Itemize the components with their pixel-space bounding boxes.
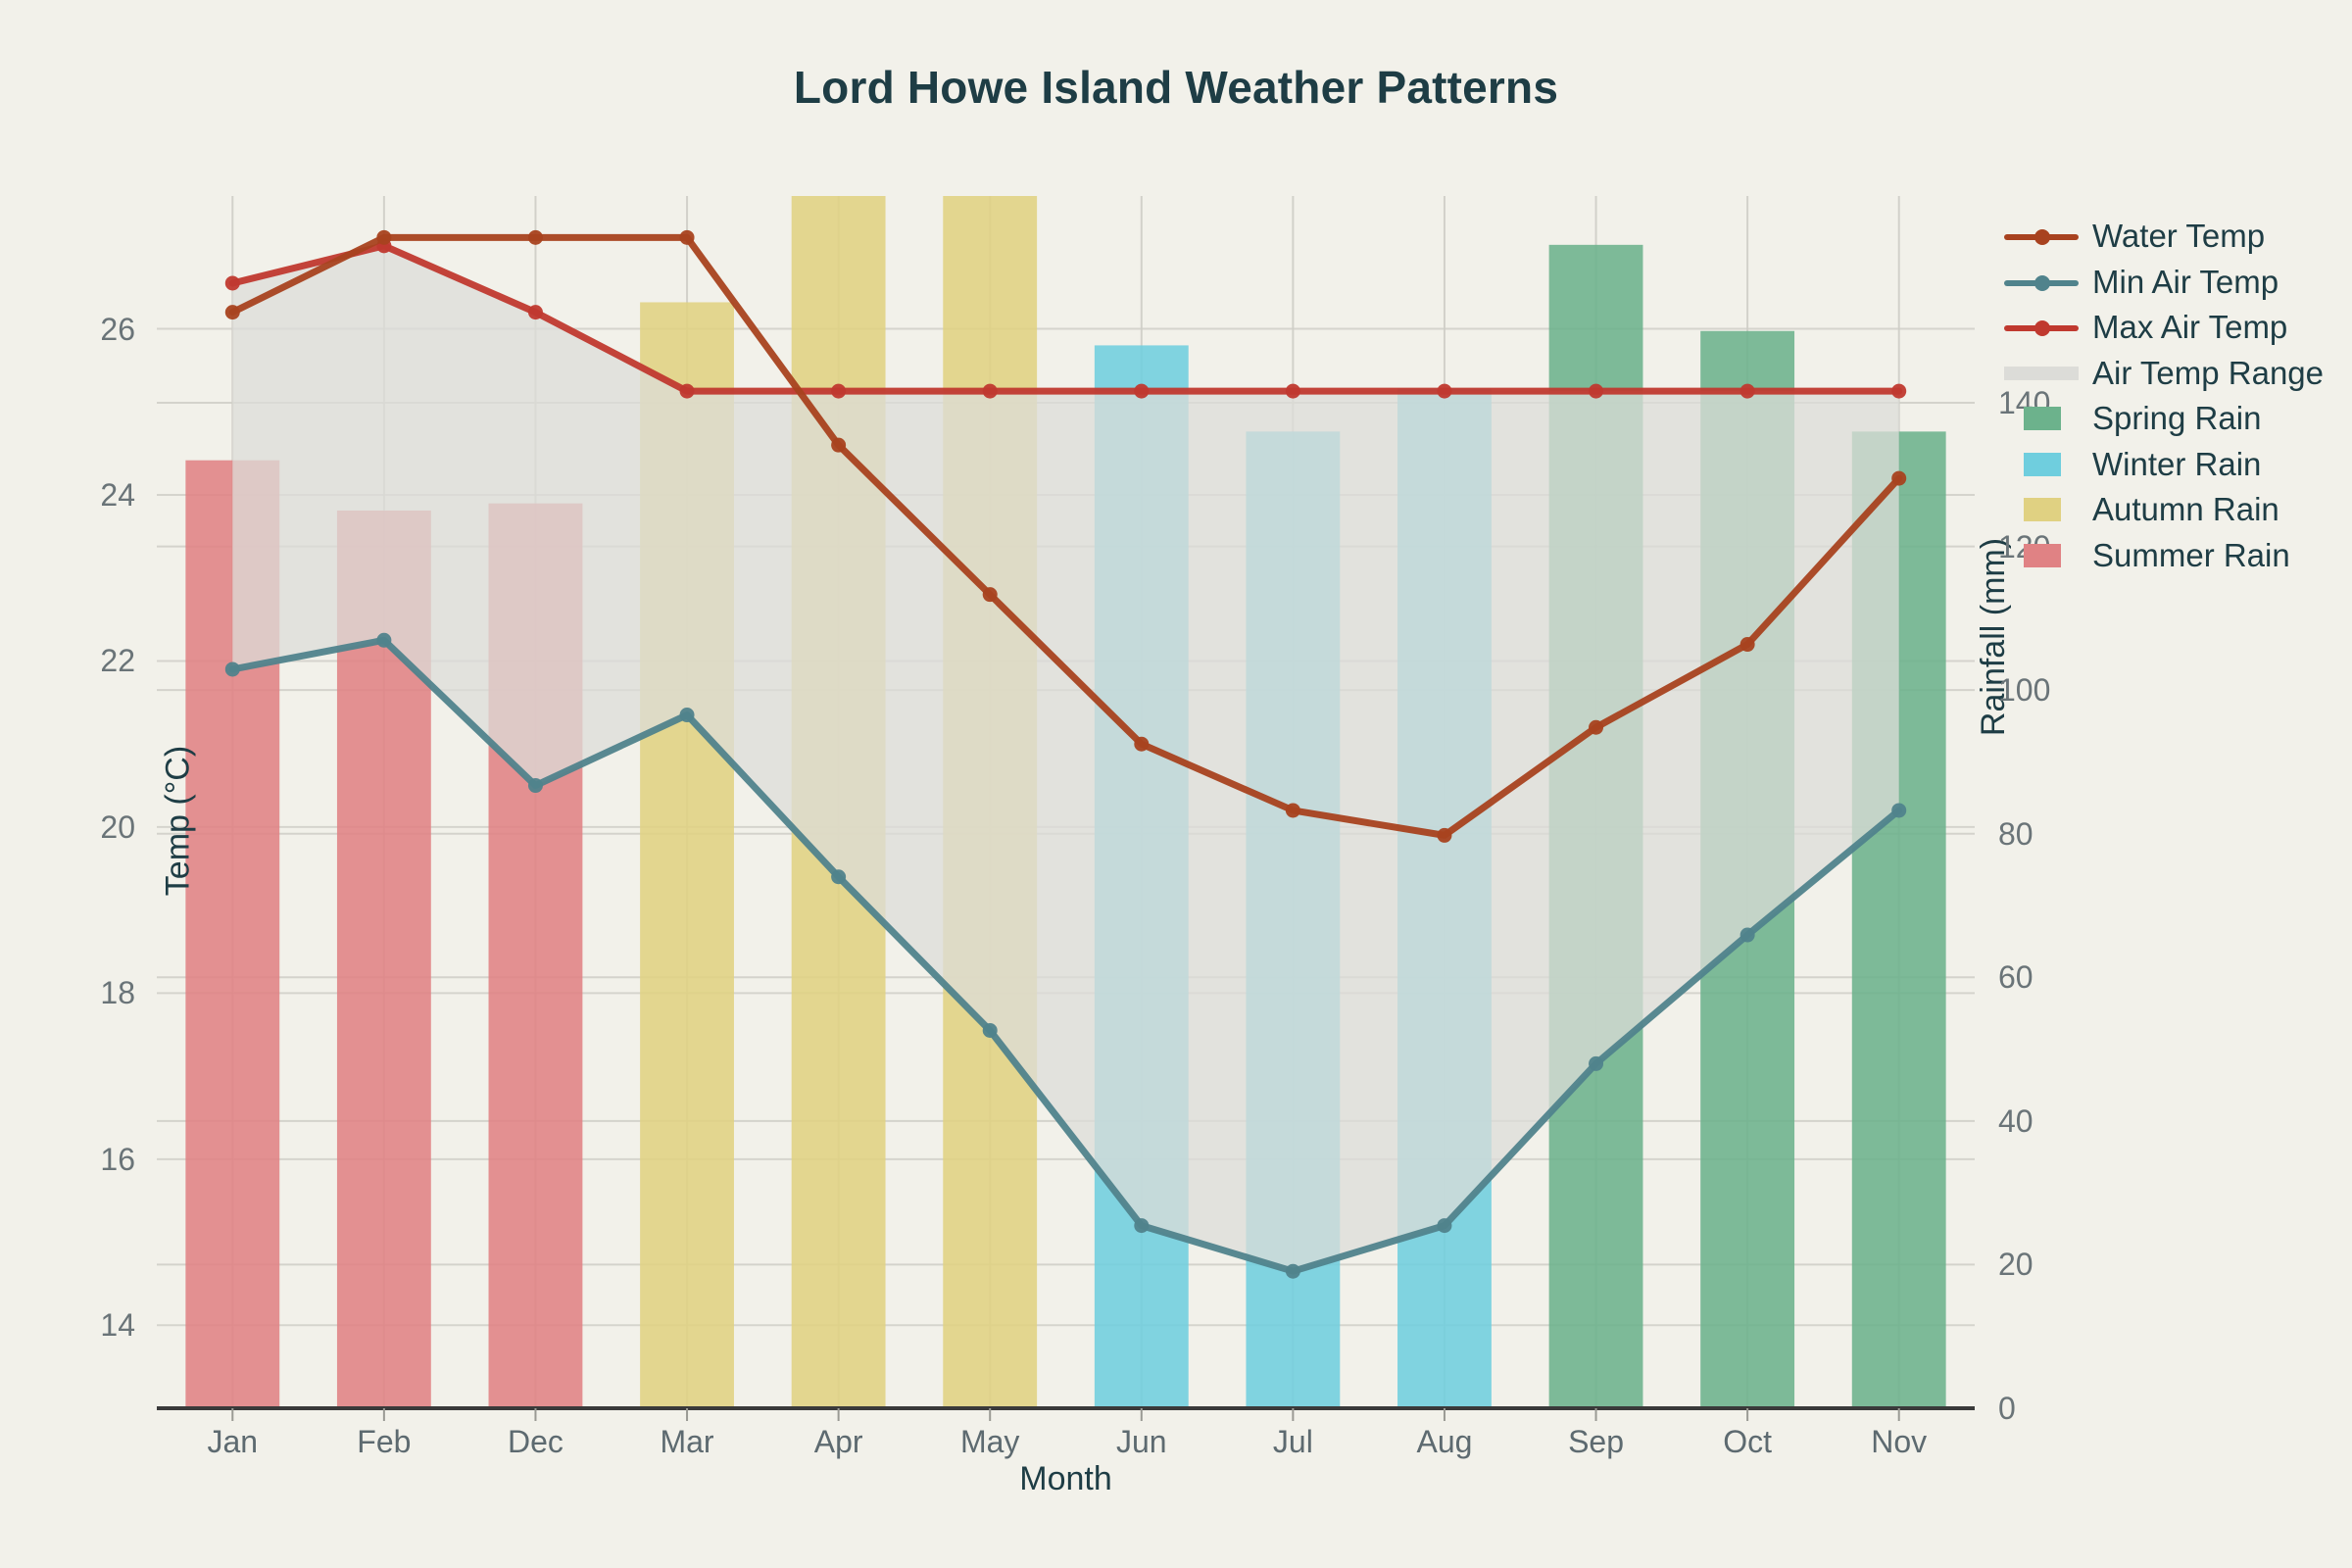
- legend-swatch-icon: [2004, 450, 2079, 479]
- legend-item-winter-rain[interactable]: Winter Rain: [2004, 442, 2324, 488]
- max-air-temp-line: [228, 242, 1903, 395]
- legend-swatch-icon: [2004, 268, 2079, 297]
- x-axis-tick-nov: Nov: [1871, 1424, 1928, 1459]
- chart-svg: [157, 196, 1975, 1421]
- legend-label: Spring Rain: [2092, 400, 2262, 437]
- legend-label: Min Air Temp: [2092, 263, 2279, 300]
- x-axis-tick-jul: Jul: [1272, 1424, 1313, 1459]
- y-axis-right-tick: 0: [1998, 1391, 2016, 1426]
- y-axis-left-tick: 18: [100, 975, 135, 1011]
- legend-item-water-temp[interactable]: Water Temp: [2004, 214, 2324, 260]
- chart-legend: Water Temp Min Air Temp Max Air Temp Air Te…: [2004, 214, 2324, 578]
- legend-label: Max Air Temp: [2092, 309, 2288, 346]
- y-axis-left-tick: 26: [100, 311, 135, 347]
- legend-label: Water Temp: [2092, 218, 2266, 255]
- x-axis-tick-jan: Jan: [207, 1424, 259, 1459]
- plot-area: Temp (°C) Rainfall (mm) Month 14 16 18 20 22…: [100, 196, 2050, 1497]
- x-axis-tick-dec: Dec: [508, 1424, 564, 1459]
- legend-item-spring-rain[interactable]: Spring Rain: [2004, 396, 2324, 442]
- legend-swatch-icon: [2004, 221, 2079, 251]
- y-axis-left-tick: 16: [100, 1141, 135, 1177]
- legend-swatch-icon: [2004, 541, 2079, 570]
- legend-item-summer-rain[interactable]: Summer Rain: [2004, 533, 2324, 579]
- y-axis-left-tick: 14: [100, 1307, 135, 1344]
- y-axis-left-label: Temp (°C): [159, 745, 197, 897]
- y-axis-left-tick: 20: [100, 808, 135, 845]
- x-axis-tick-may: May: [959, 1424, 1020, 1459]
- x-axis-tick-jun: Jun: [1115, 1424, 1167, 1459]
- y-axis-right-tick: 20: [1998, 1247, 2034, 1283]
- x-axis-tick-apr: Apr: [813, 1424, 863, 1459]
- water-temp-line: [228, 233, 1903, 839]
- legend-label: Air Temp Range: [2092, 354, 2325, 391]
- y-axis-right-tick: 80: [1998, 815, 2034, 852]
- x-axis-tick-sep: Sep: [1568, 1424, 1624, 1459]
- legend-item-autumn-rain[interactable]: Autumn Rain: [2004, 487, 2324, 533]
- x-axis-label: Month: [1019, 1460, 1112, 1497]
- legend-label: Winter Rain: [2092, 445, 2262, 482]
- x-axis-tick-oct: Oct: [1723, 1424, 1773, 1459]
- legend-item-max-air-temp[interactable]: Max Air Temp: [2004, 305, 2324, 351]
- legend-label: Autumn Rain: [2092, 491, 2279, 528]
- legend-item-min-air-temp[interactable]: Min Air Temp: [2004, 260, 2324, 306]
- legend-swatch-icon: [2004, 404, 2079, 433]
- legend-swatch-icon: [2004, 359, 2079, 388]
- legend-label: Summer Rain: [2092, 536, 2290, 573]
- legend-swatch-icon: [2004, 313, 2079, 342]
- x-axis-tick-mar: Mar: [660, 1424, 714, 1459]
- min-air-temp-line: [228, 636, 1903, 1275]
- y-axis-left-tick: 22: [100, 643, 135, 679]
- air-temp-range-band: [232, 245, 1899, 1272]
- x-axis-tick-aug: Aug: [1416, 1424, 1473, 1459]
- y-axis-right-tick: 40: [1998, 1102, 2034, 1139]
- legend-item-air-temp-range[interactable]: Air Temp Range: [2004, 351, 2324, 397]
- y-axis-left-tick: 24: [100, 477, 135, 513]
- x-axis-tick-feb: Feb: [357, 1424, 412, 1459]
- page-title: Lord Howe Island Weather Patterns: [793, 62, 1559, 113]
- y-axis-right-tick: 60: [1998, 959, 2034, 996]
- legend-swatch-icon: [2004, 495, 2079, 524]
- y-axis-right-tick: 100: [1998, 672, 2051, 709]
